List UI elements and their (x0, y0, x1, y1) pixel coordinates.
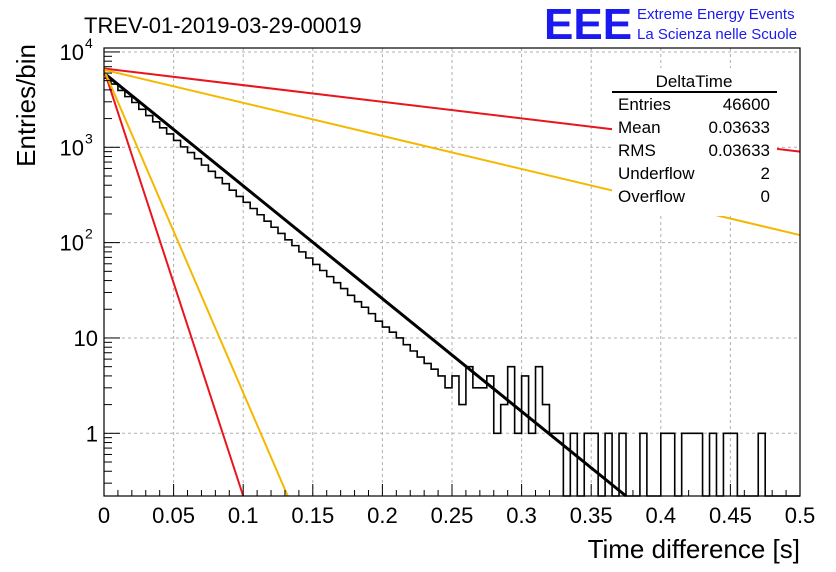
x-tick-label: 0 (98, 503, 110, 528)
x-axis-title: Time difference [s] (588, 534, 800, 564)
plot-frame (103, 47, 801, 497)
stats-label-entries: Entries (618, 95, 671, 114)
org-name-line1: Extreme Energy Events (637, 6, 795, 23)
stats-value-overflow: 0 (761, 187, 770, 206)
x-tick-label: 0.3 (506, 503, 537, 528)
y-tick-label: 10 (74, 326, 98, 351)
stats-box: DeltaTime Entries 46600 Mean 0.03633 RMS… (612, 68, 777, 216)
x-tick-label: 0.25 (431, 503, 474, 528)
x-tick-label: 0.1 (228, 503, 259, 528)
stats-value-entries: 46600 (723, 95, 770, 114)
x-tick-label: 0.05 (152, 503, 195, 528)
y-tick-label: 1 (86, 421, 98, 446)
x-tick-label: 0.15 (291, 503, 334, 528)
stats-value-rms: 0.03633 (709, 141, 770, 160)
black-fit-line (103, 71, 627, 498)
stats-value-mean: 0.03633 (709, 118, 770, 137)
stats-title: DeltaTime (656, 72, 733, 91)
y-axis-title: Entries/bin (11, 44, 41, 167)
stats-label-underflow: Underflow (618, 164, 695, 183)
y-tick-base: 10 (60, 135, 84, 160)
stats-label-mean: Mean (618, 118, 661, 137)
x-tick-label: 0.4 (646, 503, 677, 528)
red-fit-line (103, 69, 245, 497)
stats-label-rms: RMS (618, 141, 656, 160)
stats-value-underflow: 2 (761, 164, 770, 183)
eee-logo: EEE (544, 0, 632, 49)
y-tick-base: 10 (60, 40, 84, 65)
x-tick-label: 0.2 (367, 503, 398, 528)
y-tick-exponent: 3 (85, 130, 93, 146)
axes: 0 0.05 0.1 0.15 0.2 0.25 0.3 0.35 0.4 0.45 0.5 1 10 1… (60, 35, 816, 528)
x-tick-label: 0.45 (709, 503, 752, 528)
y-tick-base: 10 (60, 231, 84, 256)
orange-fit-line (103, 69, 289, 497)
org-name-line2: La Scienza nelle Scuole (637, 26, 797, 43)
run-title: TREV-01-2019-03-29-00019 (84, 13, 362, 38)
x-tick-label: 0.5 (785, 503, 816, 528)
stats-label-overflow: Overflow (618, 187, 686, 206)
x-tick-label: 0.35 (570, 503, 613, 528)
y-tick-exponent: 4 (85, 35, 93, 51)
y-tick-exponent: 2 (85, 226, 93, 242)
